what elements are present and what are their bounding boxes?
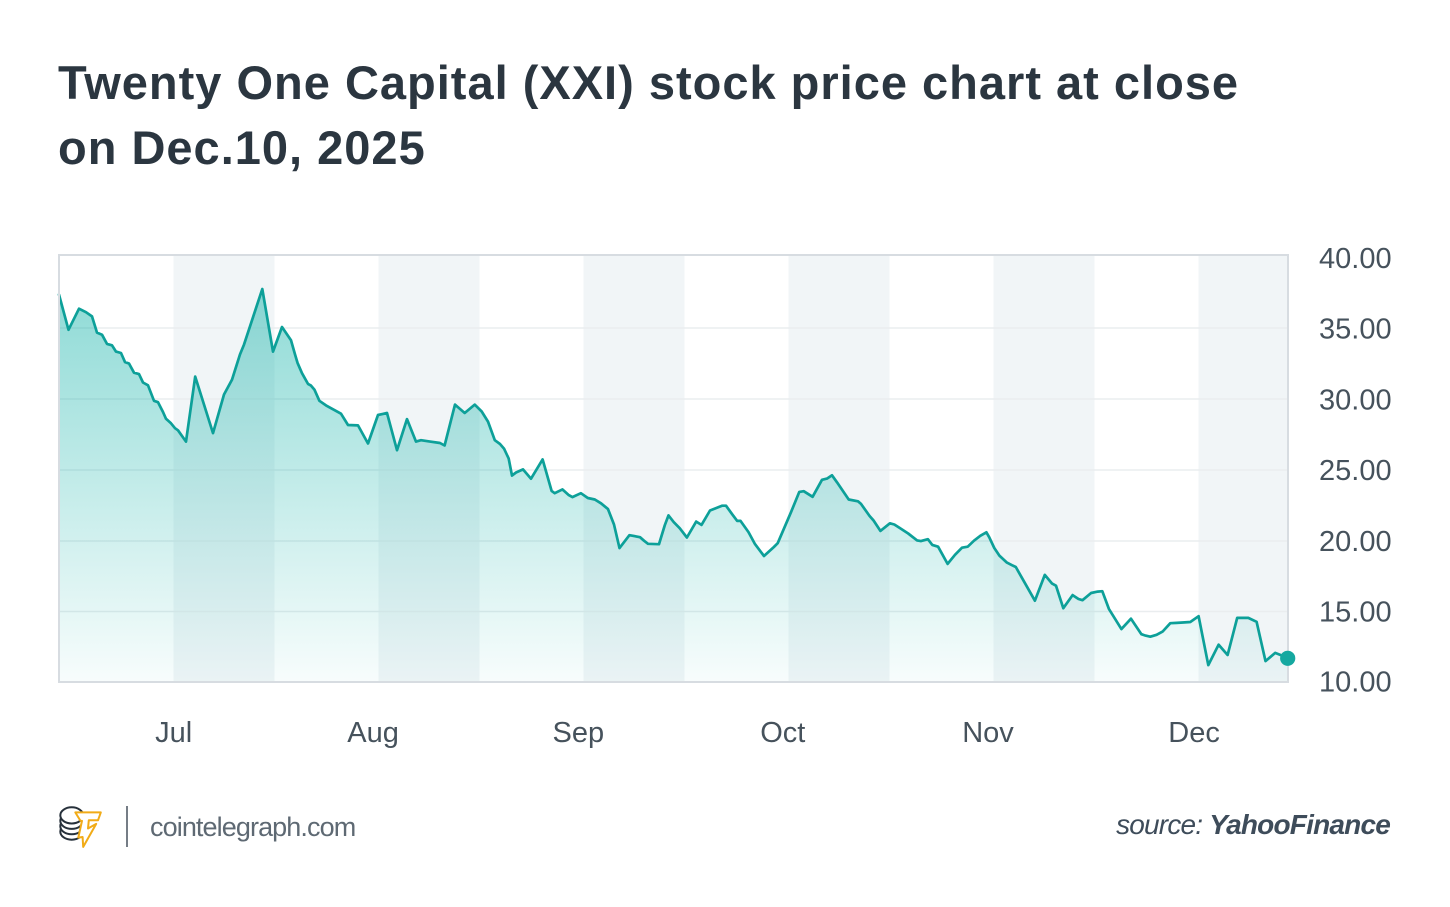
- svg-text:Jul: Jul: [155, 717, 192, 749]
- svg-text:25.00: 25.00: [1319, 455, 1392, 487]
- svg-text:Aug: Aug: [347, 717, 399, 749]
- svg-text:35.00: 35.00: [1319, 314, 1392, 346]
- svg-text:40.00: 40.00: [1319, 243, 1392, 275]
- svg-text:10.00: 10.00: [1319, 667, 1392, 699]
- svg-text:Nov: Nov: [962, 717, 1014, 749]
- svg-text:Oct: Oct: [760, 717, 805, 749]
- svg-text:Sep: Sep: [552, 717, 604, 749]
- svg-text:15.00: 15.00: [1319, 597, 1392, 629]
- svg-text:20.00: 20.00: [1319, 526, 1392, 558]
- svg-text:30.00: 30.00: [1319, 385, 1392, 417]
- svg-text:Dec: Dec: [1168, 717, 1220, 749]
